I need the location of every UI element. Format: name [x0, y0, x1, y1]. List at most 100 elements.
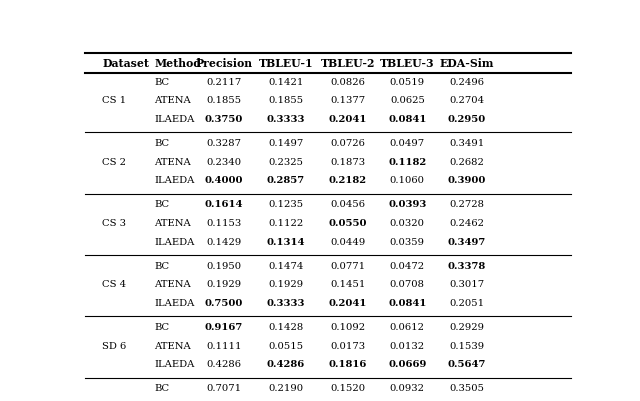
- Text: Precision: Precision: [195, 58, 252, 69]
- Text: TBLEU-2: TBLEU-2: [321, 58, 375, 69]
- Text: 0.1092: 0.1092: [330, 322, 365, 331]
- Text: 0.2190: 0.2190: [268, 383, 303, 392]
- Text: 0.3378: 0.3378: [448, 261, 486, 270]
- Text: 0.1614: 0.1614: [205, 200, 243, 209]
- Text: SD 6: SD 6: [102, 341, 127, 350]
- Text: 0.0393: 0.0393: [388, 200, 426, 209]
- Text: 0.2325: 0.2325: [268, 157, 303, 166]
- Text: 0.3505: 0.3505: [449, 383, 484, 392]
- Text: 0.2929: 0.2929: [449, 322, 484, 331]
- Text: 0.1153: 0.1153: [206, 219, 241, 227]
- Text: 0.0359: 0.0359: [390, 237, 425, 246]
- Text: ATENA: ATENA: [154, 157, 191, 166]
- Text: 0.2496: 0.2496: [449, 78, 484, 87]
- Text: 0.0472: 0.0472: [390, 261, 425, 270]
- Text: 0.0771: 0.0771: [330, 261, 365, 270]
- Text: CS 2: CS 2: [102, 157, 126, 166]
- Text: 0.2041: 0.2041: [329, 298, 367, 307]
- Text: 0.1377: 0.1377: [330, 96, 365, 105]
- Text: BC: BC: [154, 383, 170, 392]
- Text: 0.7500: 0.7500: [205, 298, 243, 307]
- Text: 0.4286: 0.4286: [267, 359, 305, 368]
- Text: ATENA: ATENA: [154, 96, 191, 105]
- Text: 0.0625: 0.0625: [390, 96, 425, 105]
- Text: BC: BC: [154, 78, 170, 87]
- Text: 0.5647: 0.5647: [448, 359, 486, 368]
- Text: 0.1474: 0.1474: [268, 261, 303, 270]
- Text: 0.3497: 0.3497: [448, 237, 486, 246]
- Text: 0.3900: 0.3900: [448, 176, 486, 185]
- Text: 0.0708: 0.0708: [390, 279, 425, 288]
- Text: 0.2462: 0.2462: [449, 219, 484, 227]
- Text: 0.1497: 0.1497: [268, 139, 303, 148]
- Text: 0.3491: 0.3491: [449, 139, 484, 148]
- Text: BC: BC: [154, 200, 170, 209]
- Text: 0.2704: 0.2704: [449, 96, 484, 105]
- Text: 0.1428: 0.1428: [268, 322, 303, 331]
- Text: 0.0841: 0.0841: [388, 115, 426, 124]
- Text: 0.1873: 0.1873: [330, 157, 365, 166]
- Text: 0.2682: 0.2682: [449, 157, 484, 166]
- Text: 0.1314: 0.1314: [267, 237, 305, 246]
- Text: 0.2340: 0.2340: [206, 157, 241, 166]
- Text: 0.0726: 0.0726: [330, 139, 365, 148]
- Text: 0.1855: 0.1855: [206, 96, 241, 105]
- Text: 0.1855: 0.1855: [268, 96, 303, 105]
- Text: 0.0550: 0.0550: [328, 219, 367, 227]
- Text: 0.2051: 0.2051: [449, 298, 484, 307]
- Text: 0.2182: 0.2182: [329, 176, 367, 185]
- Text: EDA-Sim: EDA-Sim: [440, 58, 494, 69]
- Text: 0.0456: 0.0456: [330, 200, 365, 209]
- Text: 0.0841: 0.0841: [388, 298, 426, 307]
- Text: ILAEDA: ILAEDA: [154, 176, 195, 185]
- Text: 0.1182: 0.1182: [388, 157, 426, 166]
- Text: 0.0515: 0.0515: [268, 341, 303, 350]
- Text: CS 3: CS 3: [102, 219, 126, 227]
- Text: 0.1111: 0.1111: [206, 341, 241, 350]
- Text: 0.1235: 0.1235: [268, 200, 303, 209]
- Text: 0.2041: 0.2041: [329, 115, 367, 124]
- Text: ILAEDA: ILAEDA: [154, 298, 195, 307]
- Text: 0.4286: 0.4286: [206, 359, 241, 368]
- Text: 0.0932: 0.0932: [390, 383, 425, 392]
- Text: 0.0320: 0.0320: [390, 219, 425, 227]
- Text: BC: BC: [154, 322, 170, 331]
- Text: BC: BC: [154, 139, 170, 148]
- Text: ILAEDA: ILAEDA: [154, 359, 195, 368]
- Text: 0.3287: 0.3287: [206, 139, 241, 148]
- Text: 0.3333: 0.3333: [267, 115, 305, 124]
- Text: Dataset: Dataset: [102, 58, 149, 69]
- Text: 0.2857: 0.2857: [267, 176, 305, 185]
- Text: 0.4000: 0.4000: [205, 176, 243, 185]
- Text: 0.0173: 0.0173: [330, 341, 365, 350]
- Text: 0.1929: 0.1929: [268, 279, 303, 288]
- Text: 0.7071: 0.7071: [206, 383, 241, 392]
- Text: 0.1539: 0.1539: [449, 341, 484, 350]
- Text: 0.0497: 0.0497: [390, 139, 425, 148]
- Text: CS 4: CS 4: [102, 279, 127, 288]
- Text: 0.1929: 0.1929: [206, 279, 241, 288]
- Text: 0.3017: 0.3017: [449, 279, 484, 288]
- Text: 0.1950: 0.1950: [206, 261, 241, 270]
- Text: 0.0669: 0.0669: [388, 359, 426, 368]
- Text: Method: Method: [154, 58, 201, 69]
- Text: ILAEDA: ILAEDA: [154, 237, 195, 246]
- Text: 0.1421: 0.1421: [268, 78, 303, 87]
- Text: TBLEU-3: TBLEU-3: [380, 58, 435, 69]
- Text: ATENA: ATENA: [154, 219, 191, 227]
- Text: 0.1122: 0.1122: [268, 219, 303, 227]
- Text: 0.0449: 0.0449: [330, 237, 365, 246]
- Text: 0.3750: 0.3750: [205, 115, 243, 124]
- Text: 0.1816: 0.1816: [329, 359, 367, 368]
- Text: ATENA: ATENA: [154, 279, 191, 288]
- Text: BC: BC: [154, 261, 170, 270]
- Text: 0.0826: 0.0826: [330, 78, 365, 87]
- Text: 0.1520: 0.1520: [330, 383, 365, 392]
- Text: 0.0132: 0.0132: [390, 341, 425, 350]
- Text: TBLEU-1: TBLEU-1: [259, 58, 313, 69]
- Text: ATENA: ATENA: [154, 341, 191, 350]
- Text: 0.1060: 0.1060: [390, 176, 425, 185]
- Text: 0.2117: 0.2117: [206, 78, 241, 87]
- Text: 0.3333: 0.3333: [267, 298, 305, 307]
- Text: 0.1451: 0.1451: [330, 279, 365, 288]
